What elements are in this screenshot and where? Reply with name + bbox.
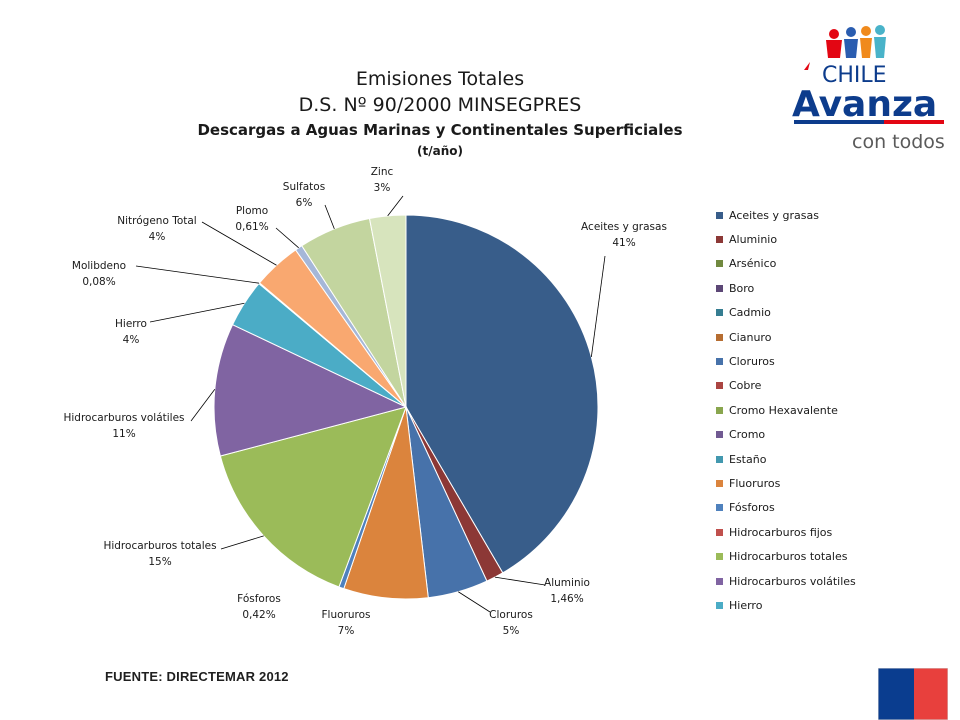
slice-label-12: Fósforos 0,42% xyxy=(237,593,281,621)
legend-label: Hierro xyxy=(729,598,763,612)
pie-slice-14 xyxy=(219,406,407,588)
legend-item-6: Cloruros xyxy=(716,349,856,373)
legend-item-10: Estaño xyxy=(716,447,856,471)
legend-item-7: Cobre xyxy=(716,374,856,398)
legend-label: Cianuro xyxy=(729,330,772,344)
slice-label-16: Hierro 4% xyxy=(115,318,147,346)
slice-label-11: Fluoruros 7% xyxy=(322,609,371,637)
chart-title-line2: D.S. Nº 90/2000 MINSEGPRES xyxy=(298,94,582,116)
legend-item-14: Hidrocarburos totales xyxy=(716,544,856,568)
legend-label: Cloruros xyxy=(729,355,775,369)
leader-line-20 xyxy=(324,204,335,230)
leader-line-15 xyxy=(190,389,216,422)
legend-label: Aluminio xyxy=(729,233,778,247)
leader-line-17 xyxy=(135,265,260,284)
legend-swatch xyxy=(716,553,723,561)
slice-label-1: Aluminio 1,46% xyxy=(544,577,590,605)
chile-avanza-logo: CHILE Avanza con todos xyxy=(792,25,945,153)
legend-label: Cadmio xyxy=(729,306,771,320)
chart-units: (t/año) xyxy=(417,144,463,158)
legend-label: Hidrocarburos totales xyxy=(729,550,848,564)
legend-item-5: Cianuro xyxy=(716,325,856,349)
chart-legend: Aceites y grasas Aluminio Arsénico Boro Cadm… xyxy=(716,203,856,618)
legend-swatch xyxy=(716,406,723,414)
legend-swatch xyxy=(716,455,723,463)
legend-label: Fluoruros xyxy=(729,476,781,490)
logo-bar-red xyxy=(884,120,944,124)
slice-label-0: Aceites y grasas 41% xyxy=(581,221,667,249)
legend-swatch xyxy=(716,358,723,366)
leader-line-21 xyxy=(387,195,404,217)
legend-swatch xyxy=(716,382,723,390)
legend-swatch xyxy=(716,577,723,585)
legend-swatch xyxy=(716,504,723,512)
pie-slice-21 xyxy=(368,214,407,408)
legend-label: Fósforos xyxy=(729,501,775,515)
slice-label-18: Nitrógeno Total 4% xyxy=(117,215,196,243)
source-note: FUENTE: DIRECTEMAR 2012 xyxy=(105,669,289,684)
logo-bar-blue xyxy=(794,120,884,124)
legend-item-0: Aceites y grasas xyxy=(716,203,856,227)
legend-swatch xyxy=(716,284,723,292)
legend-swatch xyxy=(716,601,723,609)
children-figures-icon xyxy=(804,25,886,70)
leader-line-1 xyxy=(494,576,546,586)
legend-swatch xyxy=(716,236,723,244)
legend-label: Cobre xyxy=(729,379,762,393)
slice-label-6: Cloruros 5% xyxy=(489,609,533,637)
legend-item-12: Fósforos xyxy=(716,496,856,520)
legend-label: Estaño xyxy=(729,452,767,466)
legend-item-13: Hidrocarburos fijos xyxy=(716,520,856,544)
legend-swatch xyxy=(716,309,723,317)
chile-flag-icon xyxy=(878,668,948,720)
legend-label: Hidrocarburos volátiles xyxy=(729,574,856,588)
chart-title-line1: Emisiones Totales xyxy=(355,68,525,90)
legend-swatch xyxy=(716,333,723,341)
leader-line-18 xyxy=(201,221,277,266)
slice-label-20: Sulfatos 6% xyxy=(283,181,325,209)
slice-label-21: Zinc 3% xyxy=(371,166,394,194)
legend-item-3: Boro xyxy=(716,276,856,300)
slice-label-15: Hidrocarburos volátiles 11% xyxy=(63,412,184,440)
leader-line-19 xyxy=(275,227,299,249)
logo-text-chile: CHILE xyxy=(822,63,887,88)
legend-item-16: Hierro xyxy=(716,593,856,617)
legend-item-15: Hidrocarburos volátiles xyxy=(716,569,856,593)
legend-swatch xyxy=(716,479,723,487)
legend-item-8: Cromo Hexavalente xyxy=(716,398,856,422)
slice-label-19: Plomo 0,61% xyxy=(235,205,268,233)
legend-item-2: Arsénico xyxy=(716,252,856,276)
legend-label: Aceites y grasas xyxy=(729,208,819,222)
legend-swatch xyxy=(716,528,723,536)
legend-label: Cromo Hexavalente xyxy=(729,403,838,417)
slice-label-14: Hidrocarburos totales 15% xyxy=(103,540,216,568)
legend-label: Hidrocarburos fijos xyxy=(729,525,833,539)
leader-line-6 xyxy=(458,591,491,613)
chart-title-block: Emisiones Totales D.S. Nº 90/2000 MINSEG… xyxy=(120,66,760,160)
legend-item-4: Cadmio xyxy=(716,301,856,325)
legend-label: Boro xyxy=(729,281,755,295)
chart-subtitle: Descargas a Aguas Marinas y Continentale… xyxy=(197,121,683,139)
slice-label-17: Molibdeno 0,08% xyxy=(72,260,126,288)
legend-label: Arsénico xyxy=(729,257,777,271)
legend-swatch xyxy=(716,260,723,268)
logo-text-con-todos: con todos xyxy=(852,131,945,153)
legend-label: Cromo xyxy=(729,428,766,442)
logo-text-avanza: Avanza xyxy=(792,84,937,125)
legend-item-11: Fluoruros xyxy=(716,471,856,495)
legend-swatch xyxy=(716,431,723,439)
legend-swatch xyxy=(716,211,723,219)
leader-line-14 xyxy=(220,535,264,550)
legend-item-1: Aluminio xyxy=(716,227,856,251)
legend-item-9: Cromo xyxy=(716,423,856,447)
leader-line-16 xyxy=(149,302,245,323)
leader-line-0 xyxy=(590,255,606,357)
